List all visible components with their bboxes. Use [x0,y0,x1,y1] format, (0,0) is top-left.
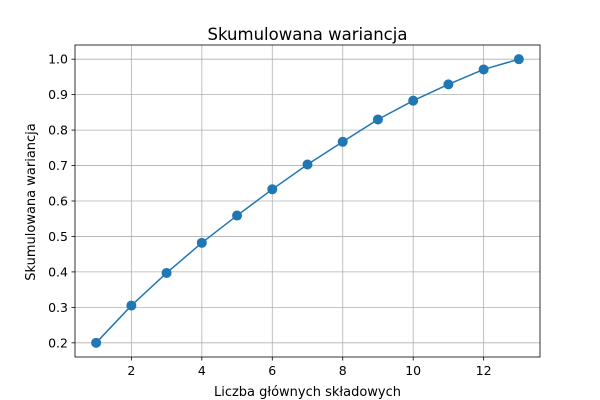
y-tick-label: 0.3 [48,300,68,315]
y-tick-label: 0.6 [48,194,68,209]
data-point-marker [91,337,102,348]
y-tick-label: 0.7 [48,158,68,173]
data-point-marker [337,136,348,147]
x-tick-label: 6 [268,363,276,378]
data-point-marker [267,184,278,195]
data-point-marker [478,64,489,75]
x-tick-label: 8 [339,363,347,378]
data-point-marker [302,159,313,170]
y-axis-label: Skumulowana wariancja [24,123,39,281]
y-tick-label: 0.5 [48,229,68,244]
x-tick-label: 12 [476,363,492,378]
x-tick-label: 2 [127,363,135,378]
y-tick-label: 0.2 [48,335,68,350]
x-tick-label: 4 [198,363,206,378]
series-layer [91,54,524,348]
data-point-marker [372,114,383,125]
x-axis-label: Liczba głównych składowych [214,385,401,400]
grid-layer [75,45,540,357]
data-point-marker [161,267,172,278]
data-point-marker [232,210,243,221]
y-tick-label: 1.0 [48,52,68,67]
data-point-marker [408,95,419,106]
data-point-marker [513,54,524,65]
data-point-marker [443,79,454,90]
ticks-layer: 2 4 6 8 10 12 0.2 0.3 0.4 0.5 0.6 0.7 0.8 0.9 1.0 [48,52,491,378]
y-tick-label: 0.9 [48,87,68,102]
data-point-marker [126,300,137,311]
chart-title: Skumulowana wariancja [208,25,408,44]
x-tick-label: 10 [405,363,421,378]
y-tick-label: 0.8 [48,123,68,138]
data-point-marker [196,237,207,248]
y-tick-label: 0.4 [48,264,68,279]
